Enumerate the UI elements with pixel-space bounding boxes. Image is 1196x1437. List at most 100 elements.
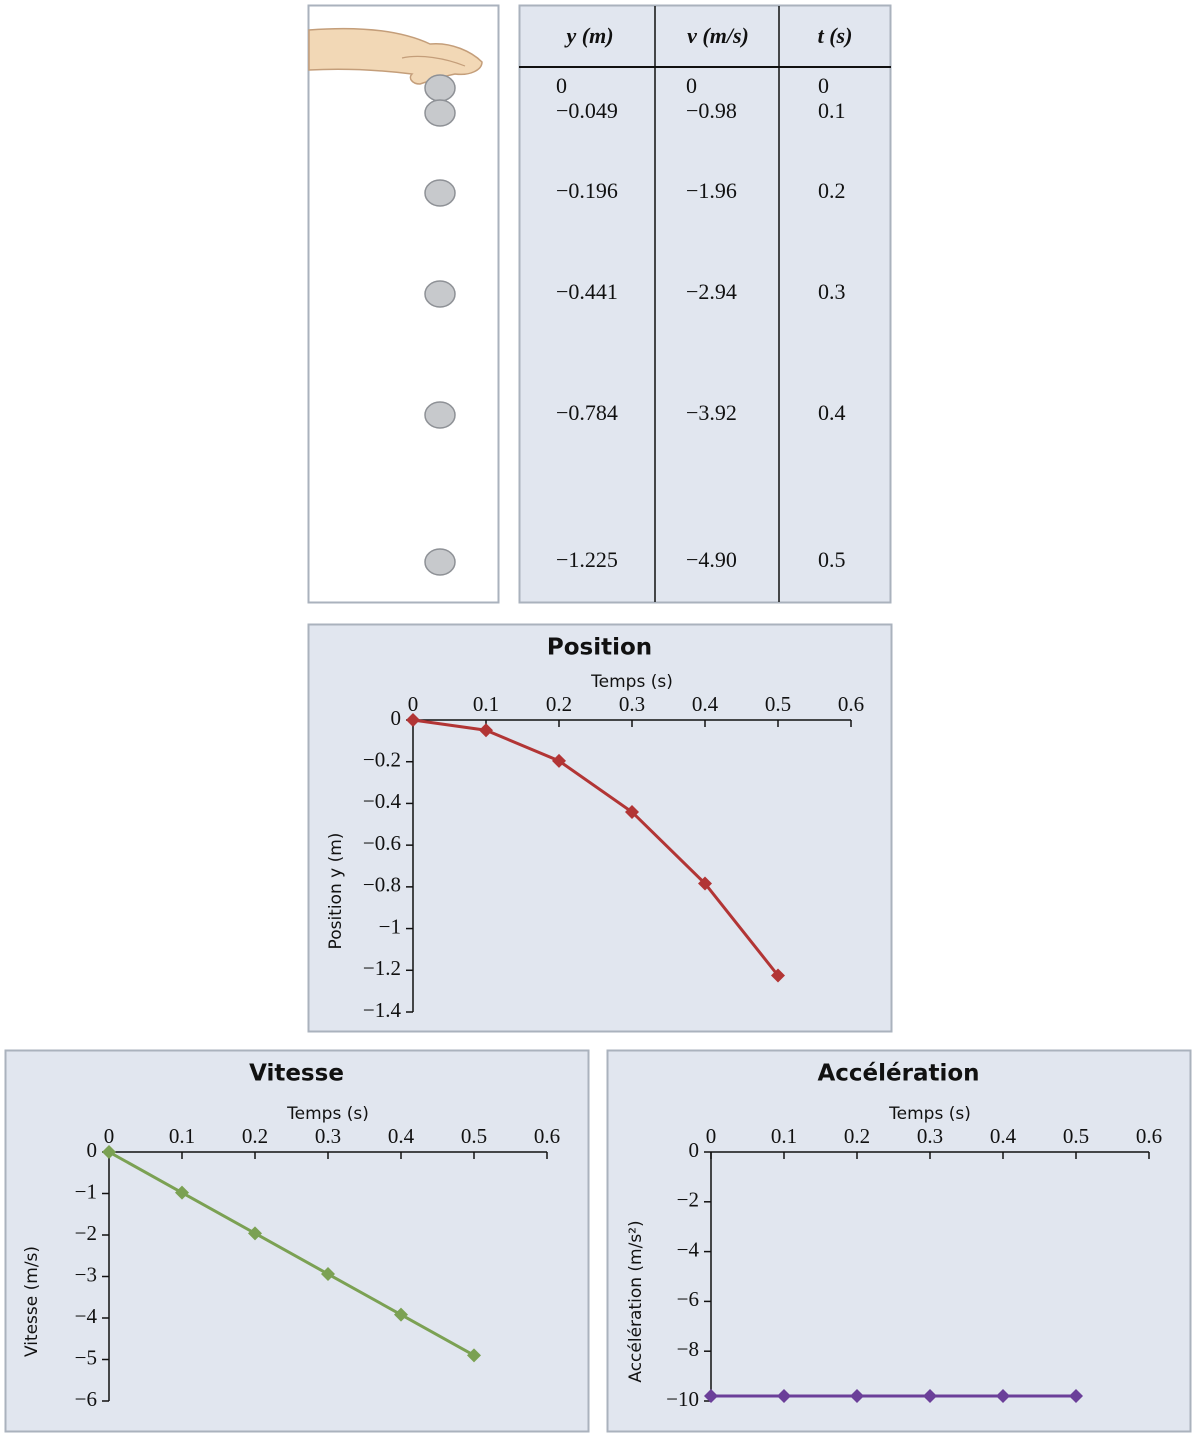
y-tick-label: −0.4	[363, 789, 402, 813]
x-tick-label: 0.4	[388, 1124, 415, 1148]
x-axis-label: Temps (s)	[286, 1104, 369, 1124]
y-tick-label: 0	[87, 1138, 98, 1162]
data-point	[479, 723, 493, 738]
y-tick-label: −0.8	[363, 873, 401, 897]
hand	[308, 27, 483, 85]
table-cell: −2.94	[686, 279, 737, 304]
y-tick-label: −6	[677, 1287, 699, 1311]
data-point	[102, 1145, 116, 1159]
y-tick-label: −2	[75, 1221, 97, 1245]
x-tick-label: 0.3	[315, 1124, 341, 1148]
y-tick-label: −3	[75, 1262, 97, 1286]
chart-frame	[606, 1049, 1192, 1433]
table-cell: −0.98	[686, 98, 737, 123]
y-tick-label: −0.2	[363, 748, 401, 772]
column-header: y (m)	[563, 23, 613, 48]
x-tick-label: 0.2	[546, 692, 572, 716]
data-point	[771, 968, 785, 983]
x-tick-label: 0.5	[1063, 1124, 1089, 1148]
y-tick-label: −8	[677, 1337, 699, 1361]
x-tick-label: 0	[408, 692, 419, 716]
table-cell: 0.4	[818, 400, 846, 425]
y-tick-label: −1	[379, 914, 401, 938]
chart-title: Vitesse	[249, 1061, 344, 1087]
table-cell: −0.441	[556, 279, 618, 304]
chart: Accélération Temps (s) Accélération (m/s²)…	[606, 1049, 1192, 1433]
x-axis-label: Temps (s)	[590, 672, 673, 692]
table-cell: −0.196	[556, 178, 618, 203]
y-tick-label: −10	[666, 1387, 699, 1411]
data-point	[850, 1389, 864, 1404]
x-tick-label: 0.4	[990, 1124, 1017, 1148]
data-point	[996, 1389, 1010, 1404]
y-tick-label: 0	[391, 706, 402, 730]
table	[518, 4, 892, 604]
table-cell: −1.96	[686, 178, 737, 203]
table-cell: 0	[556, 73, 567, 98]
x-tick-label: 0.6	[534, 1124, 560, 1148]
table-cell: 0.1	[818, 98, 846, 123]
y-axis-label: Accélération (m/s²)	[626, 1220, 646, 1382]
data-point	[552, 753, 566, 768]
table-cell: −4.90	[686, 547, 737, 572]
table-cell: 0.2	[818, 178, 846, 203]
y-axis-label: Position y (m)	[326, 833, 346, 950]
table-cell: 0.3	[818, 279, 846, 304]
column-header: v (m/s)	[687, 23, 749, 48]
y-tick-label: −1.2	[363, 956, 401, 980]
data-line	[412, 718, 780, 977]
y-tick-label: −2	[677, 1188, 699, 1212]
chart-frame	[4, 1049, 590, 1433]
column-header: t (s)	[818, 23, 853, 48]
x-tick-label: 0.2	[844, 1124, 870, 1148]
data-point	[321, 1267, 335, 1282]
x-tick-label: 0	[104, 1124, 115, 1148]
x-tick-label: 0.5	[461, 1124, 487, 1148]
chart-frame	[307, 623, 893, 1033]
illustration-frame	[307, 4, 500, 604]
chart: Position Temps (s) Position y (m) 0 0.1 0.2 0.…	[307, 623, 893, 1033]
y-tick-label: −1	[75, 1179, 97, 1203]
chart: Vitesse Temps (s) Vitesse (m/s) 0 0.1 0.2 0.3 0…	[4, 1049, 590, 1433]
table-cell: 0	[818, 73, 829, 98]
y-tick-label: −0.6	[363, 831, 401, 855]
y-tick-label: −5	[75, 1345, 97, 1369]
balls	[424, 74, 456, 576]
table-cell: −0.784	[556, 400, 618, 425]
x-tick-label: 0.2	[242, 1124, 268, 1148]
x-tick-label: 0.3	[917, 1124, 943, 1148]
table-cell: −3.92	[686, 400, 737, 425]
x-tick-label: 0.5	[765, 692, 791, 716]
data-point	[704, 1389, 718, 1404]
data-point	[175, 1185, 189, 1200]
data-point	[406, 713, 420, 727]
x-tick-label: 0.1	[169, 1124, 195, 1148]
x-tick-label: 0.6	[838, 692, 864, 716]
data-line	[108, 1150, 475, 1357]
y-tick-label: −4	[677, 1237, 700, 1261]
data-point	[467, 1348, 481, 1363]
data-point	[394, 1307, 408, 1322]
x-axis-label: Temps (s)	[888, 1104, 971, 1124]
x-tick-label: 0.1	[473, 692, 499, 716]
x-tick-label: 0.4	[692, 692, 719, 716]
table-cell: −1.225	[556, 547, 618, 572]
data-point	[698, 876, 712, 891]
x-tick-label: 0.1	[771, 1124, 797, 1148]
chart-title: Accélération	[817, 1061, 979, 1087]
x-tick-label: 0.3	[619, 692, 645, 716]
y-tick-label: 0	[689, 1138, 700, 1162]
y-tick-label: −6	[75, 1387, 97, 1411]
x-tick-label: 0	[706, 1124, 717, 1148]
table-cell: −0.049	[556, 98, 618, 123]
data-point	[248, 1226, 262, 1241]
table-cell: 0	[686, 73, 697, 98]
y-tick-label: −1.4	[363, 998, 402, 1022]
data-point	[777, 1389, 791, 1404]
x-tick-label: 0.6	[1136, 1124, 1162, 1148]
data-point	[923, 1389, 937, 1404]
chart-title: Position	[547, 635, 652, 661]
table-cell: 0.5	[818, 547, 846, 572]
y-axis-label: Vitesse (m/s)	[22, 1246, 42, 1357]
